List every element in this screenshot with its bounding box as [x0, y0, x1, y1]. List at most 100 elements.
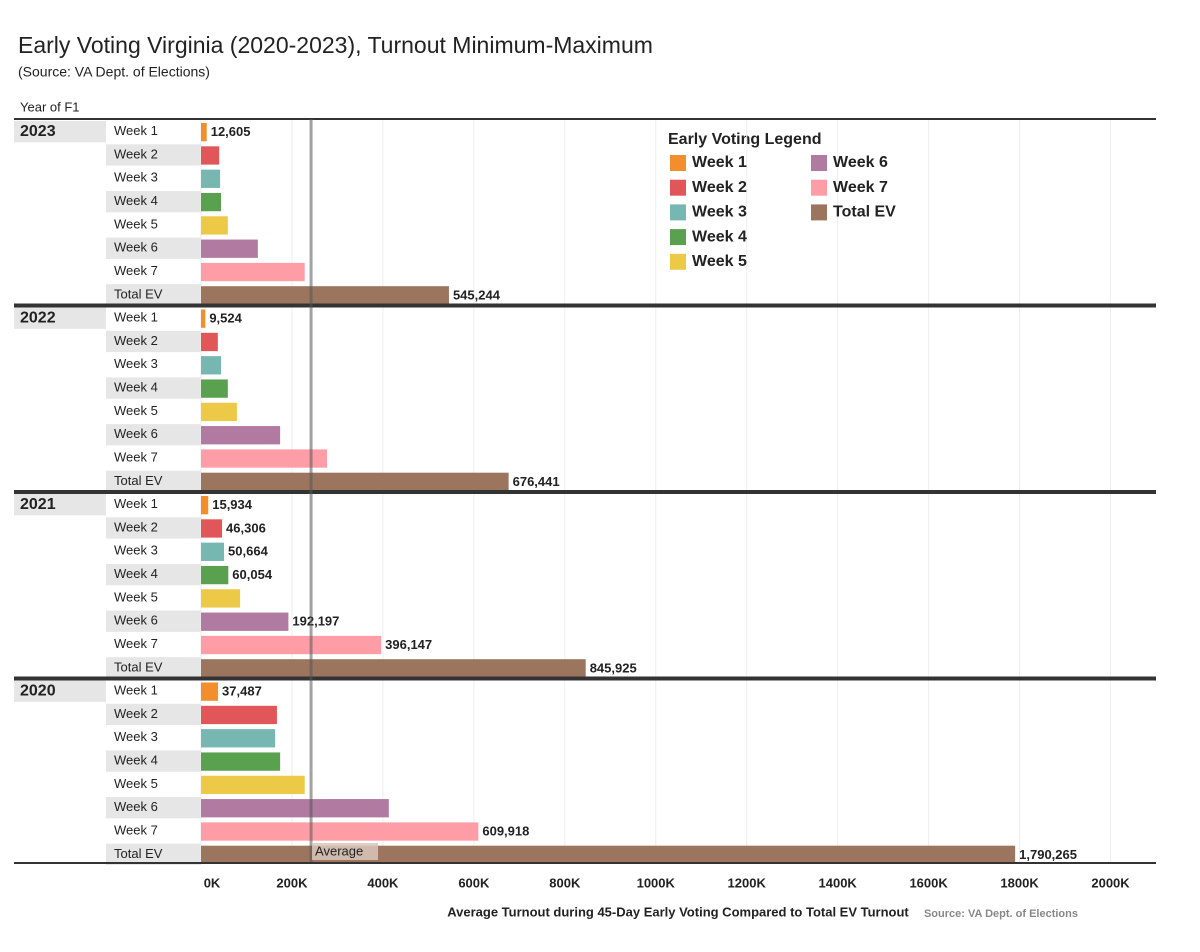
- legend-swatch: [670, 155, 686, 171]
- value-label: 46,306: [226, 520, 266, 535]
- category-label: Week 2: [114, 706, 158, 721]
- chart-title: Early Voting Virginia (2020-2023), Turno…: [18, 32, 653, 58]
- value-label: 12,605: [211, 124, 251, 139]
- row-shade: [106, 703, 201, 726]
- bar: [201, 519, 223, 538]
- bars: [201, 123, 1016, 864]
- row-shade: [106, 563, 201, 586]
- row-shade: [106, 657, 201, 679]
- row-shade: [106, 424, 201, 446]
- x-axis-title: Average Turnout during 45-Day Early Voti…: [447, 904, 909, 919]
- bar: [201, 729, 276, 748]
- chart-subtitle: (Source: VA Dept. of Elections): [18, 64, 210, 80]
- category-label: Week 3: [114, 356, 158, 371]
- category-label: Total EV: [114, 286, 163, 301]
- legend-swatch: [670, 253, 686, 270]
- category-label: Week 3: [114, 170, 158, 185]
- bar: [201, 659, 586, 678]
- background: [14, 121, 201, 865]
- source-note: Source: VA Dept. of Elections: [924, 908, 1078, 920]
- category-label: Week 7: [114, 636, 158, 651]
- row-shade: [106, 144, 201, 166]
- bar: [201, 146, 220, 165]
- bar: [201, 845, 1016, 864]
- x-tick-label: 1600K: [909, 875, 948, 890]
- legend-label: Week 4: [692, 228, 747, 245]
- bar: [201, 752, 281, 771]
- category-label: Week 5: [114, 216, 158, 231]
- bar: [201, 262, 305, 282]
- legend-swatch: [811, 179, 827, 196]
- year-shade: [14, 121, 106, 143]
- value-label: 845,925: [590, 660, 637, 675]
- category-label: Week 3: [114, 543, 158, 558]
- row-shade: [106, 330, 201, 353]
- legend-label: Week 2: [692, 179, 747, 196]
- value-label: 396,147: [385, 637, 432, 652]
- bar: [201, 635, 382, 655]
- bar: [201, 705, 277, 725]
- bar: [201, 449, 327, 468]
- row-shade: [106, 377, 201, 399]
- bar: [201, 309, 206, 328]
- bar: [201, 565, 229, 585]
- category-label: Total EV: [114, 659, 163, 674]
- x-tick-label: 600K: [458, 875, 490, 890]
- x-tick-label: 2000K: [1091, 875, 1130, 890]
- value-label: 192,197: [292, 614, 339, 629]
- legend-label: Week 7: [833, 179, 888, 196]
- year-shade: [14, 680, 106, 702]
- category-label: Week 6: [114, 799, 158, 814]
- legend-label: Week 3: [692, 204, 747, 221]
- year-shade: [14, 307, 106, 329]
- legend-label: Total EV: [833, 204, 896, 221]
- x-tick-label: 1200K: [728, 875, 767, 890]
- value-label: 15,934: [212, 497, 253, 512]
- legend-swatch: [811, 204, 827, 221]
- legend-label: Week 6: [833, 154, 888, 171]
- row-shade: [106, 797, 201, 819]
- row-shade: [106, 470, 201, 492]
- row-shade: [106, 237, 201, 259]
- bar: [201, 496, 209, 515]
- category-label: Total EV: [114, 473, 163, 488]
- category-label: Week 1: [114, 496, 158, 511]
- category-label: Week 7: [114, 449, 158, 464]
- bar: [201, 239, 258, 258]
- bar: [201, 822, 479, 841]
- bar: [201, 123, 207, 142]
- row-shade: [106, 843, 201, 865]
- category-label: Week 7: [114, 822, 158, 837]
- category-label: Week 6: [114, 240, 158, 255]
- bar: [201, 542, 225, 561]
- year-label: 2020: [20, 682, 56, 699]
- reference-label: Average: [315, 843, 363, 858]
- bar: [201, 216, 228, 235]
- value-label: 545,244: [453, 287, 501, 302]
- x-tick-label: 0K: [204, 875, 221, 890]
- category-label: Week 4: [114, 566, 158, 581]
- bar: [201, 472, 509, 491]
- category-label: Week 5: [114, 403, 158, 418]
- bar: [201, 775, 305, 795]
- category-label: Week 2: [114, 519, 158, 534]
- x-tick-label: 1000K: [637, 875, 676, 890]
- category-label: Week 5: [114, 589, 158, 604]
- bar: [201, 402, 237, 422]
- bar: [201, 332, 218, 352]
- legend-swatch: [811, 155, 827, 171]
- value-label: 9,524: [209, 311, 242, 326]
- category-label: Week 7: [114, 263, 158, 278]
- row-shade: [106, 284, 201, 306]
- value-label: 50,664: [228, 544, 269, 559]
- legend-label: Week 1: [692, 154, 747, 171]
- bar: [201, 426, 281, 445]
- value-label: 60,054: [232, 567, 273, 582]
- category-label: Week 4: [114, 380, 158, 395]
- category-label: Week 6: [114, 613, 158, 628]
- bar: [201, 589, 241, 608]
- year-label: 2022: [20, 309, 56, 326]
- x-tick-label: 1400K: [819, 875, 858, 890]
- category-label: Week 3: [114, 729, 158, 744]
